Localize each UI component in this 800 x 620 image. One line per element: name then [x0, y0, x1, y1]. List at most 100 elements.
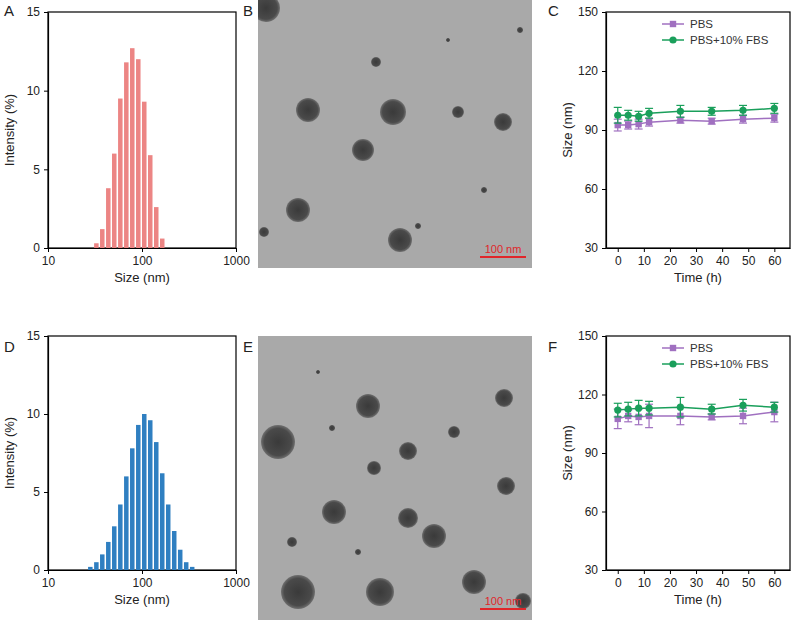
micrograph: 100 nm: [252, 0, 532, 268]
particle: [322, 500, 346, 524]
legend-label: PBS+10% FBS: [690, 34, 769, 46]
legend-item: PBS: [662, 18, 713, 30]
marker: [615, 416, 621, 422]
bar: [124, 62, 129, 248]
error-bar-cap: [770, 402, 778, 403]
error-bar-cap: [614, 403, 622, 404]
error-bar-cap: [645, 401, 653, 402]
legend-marker: [670, 21, 676, 27]
error-bar-cap: [770, 411, 778, 412]
particle: [446, 38, 450, 42]
error-bar: [645, 401, 653, 415]
error-bar: [624, 110, 632, 120]
error-bar: [739, 408, 747, 424]
y-tick-label: 30: [585, 241, 599, 255]
marker: [771, 404, 778, 411]
panel-label: D: [4, 338, 15, 355]
error-bar-cap: [635, 111, 643, 112]
y-tick: 10: [27, 407, 48, 421]
marker: [646, 119, 652, 125]
particle: [259, 227, 269, 237]
marker: [708, 108, 715, 115]
y-tick-mark: [602, 512, 606, 513]
x-tick-label: 0: [615, 576, 622, 590]
x-tick: 100: [132, 248, 152, 268]
error-bar-cap: [614, 123, 622, 124]
axis-line: [48, 13, 49, 249]
marker: [645, 405, 652, 412]
error-bar-cap: [676, 117, 684, 118]
bar: [106, 188, 111, 248]
error-bar-cap: [614, 416, 622, 417]
x-tick: 50: [742, 570, 756, 590]
x-axis-title: Time (h): [674, 270, 722, 285]
y-tick: 90: [585, 446, 606, 460]
particle: [380, 99, 406, 125]
legend: PBSPBS+10% FBS: [662, 342, 769, 370]
y-tick: 120: [578, 64, 606, 78]
error-bar-cap: [739, 410, 747, 411]
bar: [184, 562, 189, 570]
x-tick-mark: [48, 248, 49, 252]
x-tick-mark: [774, 570, 775, 574]
y-tick-label: 30: [585, 563, 599, 577]
marker: [625, 122, 631, 128]
scale-bar: [480, 256, 526, 258]
error-bar-cap: [676, 416, 684, 417]
legend-label: PBS+10% FBS: [690, 358, 769, 370]
particle: [296, 98, 320, 122]
error-bar-cap: [770, 113, 778, 114]
x-tick: 10: [42, 248, 56, 268]
error-bar: [770, 103, 778, 113]
panel-label: E: [243, 338, 253, 355]
y-tick: 5: [33, 485, 48, 499]
x-tick-mark: [644, 248, 645, 252]
bar: [172, 531, 177, 570]
x-tick-label: 40: [716, 576, 730, 590]
y-tick: 150: [578, 5, 606, 19]
plot-area: [88, 414, 194, 570]
panel-label: A: [4, 2, 14, 19]
axis-line: [606, 13, 607, 249]
bar: [94, 243, 99, 248]
y-tick-mark: [44, 492, 48, 493]
error-bar-cap: [635, 424, 643, 425]
plot-frame: [606, 12, 790, 248]
plot-frame: [606, 336, 790, 570]
x-tick-label: 1000: [223, 254, 250, 268]
x-tick: 1000: [223, 570, 250, 590]
panel-label: F: [548, 338, 557, 355]
particle: [286, 198, 310, 222]
y-tick-label: 15: [27, 329, 41, 343]
x-tick: 10: [638, 570, 652, 590]
y-tick-label: 60: [585, 505, 599, 519]
x-tick-label: 10: [42, 254, 56, 268]
x-tick-mark: [670, 248, 671, 252]
micrograph: 100 nm: [258, 336, 532, 620]
y-tick-mark: [602, 71, 606, 72]
x-tick-mark: [142, 570, 143, 574]
scale-bar-label: 100 nm: [485, 595, 522, 607]
chart-panel: 0102030405060306090120150Time (h)Size (n…: [560, 5, 791, 285]
scale-bar-label: 100 nm: [485, 243, 522, 255]
y-tick: 150: [578, 329, 606, 343]
bar: [88, 567, 93, 570]
error-bar-cap: [645, 108, 653, 109]
plot-frame: [48, 12, 236, 248]
error-bar: [708, 404, 716, 414]
y-tick-label: 120: [578, 64, 598, 78]
marker: [677, 404, 684, 411]
x-tick-label: 10: [42, 576, 56, 590]
marker: [739, 107, 746, 114]
axis-line: [606, 337, 607, 571]
error-bar-cap: [624, 120, 632, 121]
x-tick-mark: [48, 570, 49, 574]
error-bar-cap: [739, 399, 747, 400]
bar: [160, 473, 165, 570]
x-tick-mark: [618, 570, 619, 574]
x-tick: 10: [42, 570, 56, 590]
bar: [118, 504, 123, 570]
particle: [452, 106, 464, 118]
error-bar: [624, 121, 632, 129]
error-bar: [739, 115, 747, 123]
